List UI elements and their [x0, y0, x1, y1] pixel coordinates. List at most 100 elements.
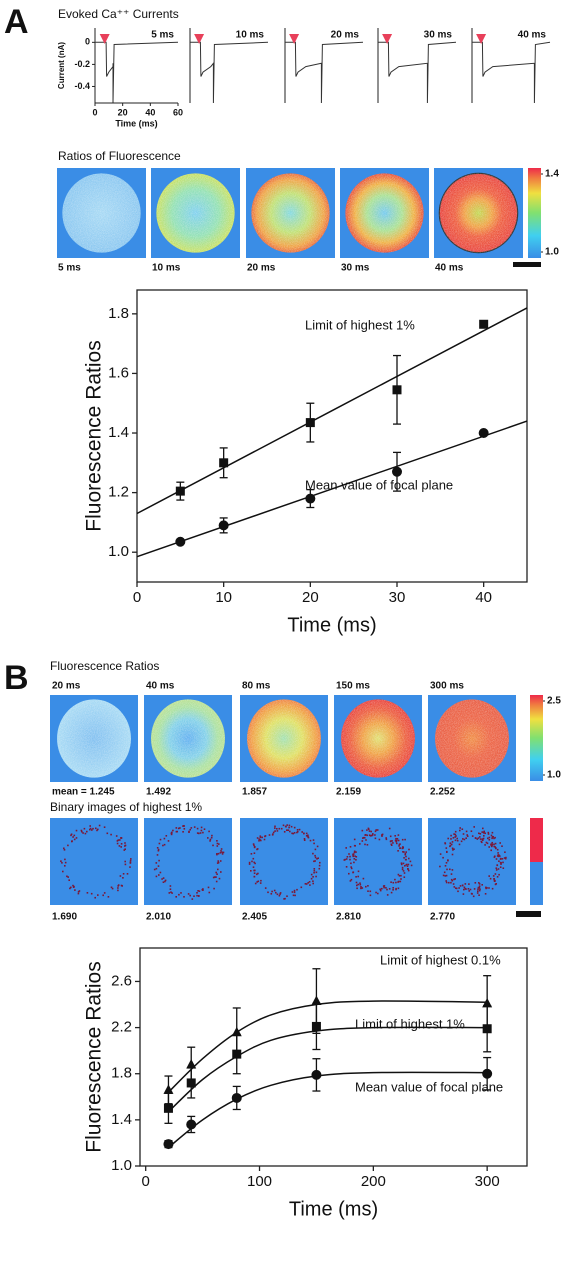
y-axis-label: Fluorescence Ratios [83, 340, 106, 531]
trace-label: 40 ms [518, 30, 547, 41]
binary-label: 2.810 [336, 912, 361, 923]
binary-label: 2.770 [430, 912, 455, 923]
mean-label: 1.492 [146, 787, 171, 798]
marker-triangle [231, 1026, 242, 1037]
trace-label: 20 ms [331, 30, 360, 41]
trace-label: 10 ms [236, 30, 265, 41]
y-tick-label: 2.2 [111, 1019, 132, 1036]
fit-line [136, 420, 528, 558]
marker-square [305, 418, 315, 428]
image-label: 10 ms [152, 263, 181, 274]
y-axis-label: Current (nA) [57, 42, 66, 89]
mean-label: 2.252 [430, 787, 455, 798]
marker-square [186, 1078, 196, 1088]
marker-square [163, 1103, 173, 1113]
y-tick-label: 1.6 [108, 364, 129, 381]
current-trace [378, 41, 457, 104]
x-tick-label: 100 [247, 1173, 272, 1190]
marker-square [219, 458, 229, 468]
marker-square [175, 486, 185, 496]
image-noise [156, 173, 235, 253]
marker-circle [311, 1069, 322, 1080]
image-label: 20 ms [247, 263, 276, 274]
binary-colorbar-high [530, 818, 543, 862]
fit-line [168, 1071, 488, 1149]
scale-bar [513, 262, 541, 267]
annotation: Limit of highest 1% [355, 1016, 465, 1031]
x-tick-label: 40 [145, 107, 155, 117]
marker-triangle [186, 1058, 197, 1069]
colorbar-label: 1.0 [545, 247, 559, 258]
colorbar [530, 695, 543, 781]
marker-circle [482, 1068, 493, 1079]
x-tick-label: 10 [215, 589, 232, 606]
image-label: 40 ms [146, 681, 175, 692]
binary-dots [153, 825, 225, 900]
fit-line [136, 307, 528, 515]
y-tick-label: 1.0 [111, 1157, 132, 1174]
plot-frame [136, 289, 528, 583]
fit-line [167, 1026, 488, 1113]
marker-square [482, 1024, 492, 1034]
colorbar-label: 1.4 [545, 169, 559, 180]
colorbar-label: 1.0 [547, 770, 561, 781]
image-background [50, 818, 138, 905]
marker-circle [305, 493, 316, 504]
current-trace [285, 41, 364, 104]
stimulus-arrow [382, 34, 393, 44]
binary-label: 2.405 [242, 912, 267, 923]
plot-frame [139, 947, 528, 1167]
x-tick-label: 200 [361, 1173, 386, 1190]
marker-circle [186, 1119, 197, 1130]
x-tick-label: 0 [142, 1173, 150, 1190]
image-noise [435, 699, 509, 778]
y-tick-label: 1.4 [108, 424, 129, 441]
binary-dots [60, 824, 132, 899]
stimulus-arrow [194, 34, 205, 44]
stimulus-arrow [476, 34, 487, 44]
marker-square [232, 1049, 242, 1059]
binary-dots [248, 824, 321, 900]
stimulus-arrow [289, 34, 300, 44]
image-label: 5 ms [58, 263, 81, 274]
image-noise [251, 173, 330, 253]
image-noise [62, 173, 141, 253]
y-tick-label: 1.4 [111, 1111, 132, 1128]
marker-square [392, 385, 402, 395]
scale-bar [516, 911, 541, 917]
stimulus-arrow [99, 34, 110, 44]
marker-circle [392, 466, 402, 477]
x-tick-label: 20 [302, 589, 319, 606]
binary-colorbar-low [530, 862, 543, 905]
y-tick-label: 1.8 [108, 305, 129, 322]
x-tick-label: 0 [133, 589, 141, 606]
binary-dots [343, 827, 413, 897]
image-noise [439, 173, 518, 253]
colorbar-label: 2.5 [547, 696, 561, 707]
section-title: Binary images of highest 1% [50, 800, 202, 814]
x-tick-label: 60 [173, 107, 183, 117]
image-noise [151, 699, 225, 778]
mean-label: mean = 1.245 [52, 787, 115, 798]
image-label: 80 ms [242, 681, 271, 692]
binary-label: 2.010 [146, 912, 171, 923]
image-label: 20 ms [52, 681, 81, 692]
trace-label: 5 ms [151, 30, 174, 41]
y-axis-label: Fluorescence Ratios [83, 961, 106, 1152]
marker-square [479, 319, 489, 329]
marker-circle [175, 536, 186, 547]
current-trace [95, 41, 179, 104]
x-tick-label: 40 [475, 589, 492, 606]
image-label: 40 ms [435, 263, 464, 274]
image-background [334, 818, 422, 905]
current-trace [472, 41, 551, 104]
section-title: Ratios of Fluorescence [58, 149, 181, 163]
section-title: Fluorescence Ratios [50, 659, 159, 673]
x-tick-label: 300 [475, 1173, 500, 1190]
current-trace [190, 41, 269, 104]
marker-circle [163, 1139, 174, 1150]
image-noise [345, 173, 424, 253]
marker-triangle [311, 995, 322, 1006]
image-label: 300 ms [430, 681, 464, 692]
